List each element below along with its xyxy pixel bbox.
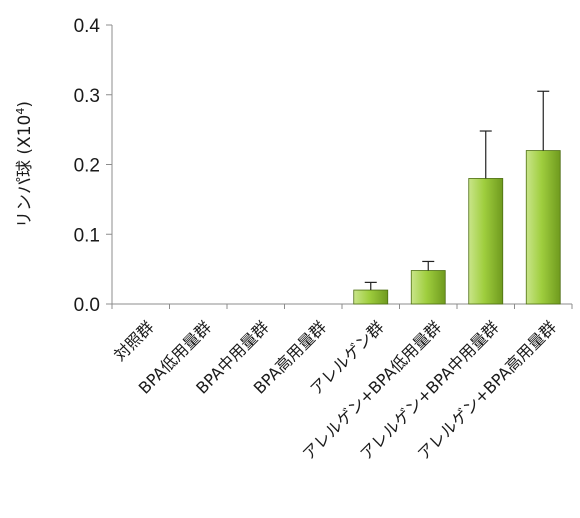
bar	[353, 289, 389, 305]
y-axis-label: リンパ球 (X104)	[14, 101, 36, 228]
category-labels: 対照群BPA低用量群BPA中用量群BPA高用量群アレルゲン群アレルゲン+BPA低…	[110, 317, 560, 463]
y-tick-label: 0.2	[74, 156, 100, 177]
bar	[525, 150, 561, 305]
y-tick-label: 0.0	[74, 295, 100, 316]
y-tick-label: 0.4	[74, 16, 101, 37]
y-tick-label: 0.1	[74, 225, 100, 246]
error-bars	[364, 90, 550, 291]
bar	[468, 178, 504, 305]
category-label: 対照群	[110, 317, 157, 364]
y-axis-label-text: リンパ球 (X10	[15, 115, 35, 228]
y-axis-label-close: )	[15, 101, 35, 108]
y-axis-label-sup: 4	[14, 108, 27, 115]
bars	[353, 150, 561, 305]
bar	[410, 270, 446, 305]
y-ticks: 0.0 0.1 0.2 0.3 0.4	[74, 16, 573, 316]
y-tick-label: 0.3	[74, 86, 100, 107]
